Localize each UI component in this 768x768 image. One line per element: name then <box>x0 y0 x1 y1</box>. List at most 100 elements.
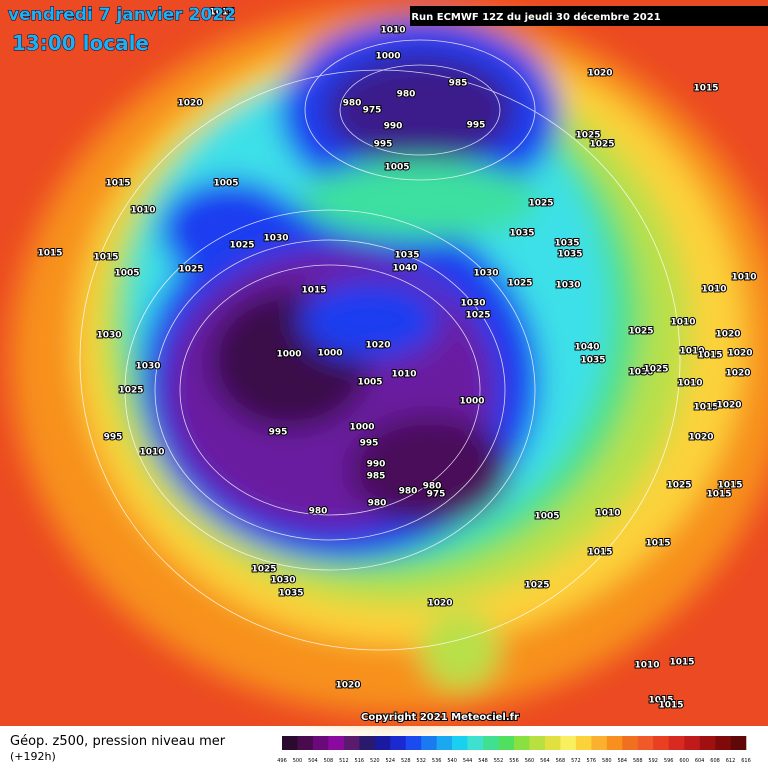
isobar-label: 995 <box>360 439 379 449</box>
isobar-label: 1010 <box>634 661 659 671</box>
isobar-label: 1025 <box>575 131 600 141</box>
colorbar-swatch <box>730 736 747 750</box>
isobar-label: 985 <box>367 472 386 482</box>
colorbar-label: 516 <box>355 758 365 764</box>
isobar-label: 1030 <box>135 362 160 372</box>
colorbar-swatch <box>715 736 731 750</box>
colorbar-label: 572 <box>571 758 581 764</box>
isobar-label: 1025 <box>528 199 553 209</box>
colorbar-swatch <box>421 736 437 750</box>
colorbar-swatch <box>498 736 515 750</box>
colorbar-label: 576 <box>587 758 597 764</box>
colorbar-label: 508 <box>324 758 334 764</box>
isobar-labels: 1015101010009859809809751020101510209959… <box>36 7 757 712</box>
isobar-label: 1025 <box>465 311 490 321</box>
isobar-label: 1020 <box>177 99 202 109</box>
isobar-label: 1020 <box>688 433 713 443</box>
colorbar-label: 564 <box>540 758 550 764</box>
colorbar-label: 532 <box>416 758 426 764</box>
isobar-label: 1025 <box>628 327 653 337</box>
isobar-label: 1005 <box>213 179 238 189</box>
isobar-label: 1025 <box>666 481 691 491</box>
isobar-label: 1015 <box>658 701 683 711</box>
isobar-label: 1000 <box>375 52 400 62</box>
colorbar-label: 548 <box>478 758 488 764</box>
isobar-label: 1030 <box>460 299 485 309</box>
isobar-label: 1025 <box>229 241 254 251</box>
colorbar-label: 540 <box>447 758 457 764</box>
isobar-label: 980 <box>368 499 387 509</box>
colorbar-label: 608 <box>710 758 720 764</box>
colorbar-swatch <box>606 736 623 750</box>
isobar-label: 1015 <box>693 84 718 94</box>
colorbar-swatch <box>622 736 639 750</box>
colorbar-swatch <box>343 736 360 750</box>
isobar-label: 995 <box>467 121 486 131</box>
isobar-label: 1010 <box>380 26 405 36</box>
colorbar-swatch <box>374 736 391 750</box>
isobar-label: 1030 <box>628 368 653 378</box>
colorbar-label: 568 <box>556 758 566 764</box>
colorbar-swatch <box>560 736 577 750</box>
colorbar-swatch <box>452 736 468 750</box>
colorbar-label: 512 <box>339 758 349 764</box>
isobar-label: 1000 <box>349 423 374 433</box>
isobar-label: 1010 <box>595 509 620 519</box>
colorbar-label: 596 <box>664 758 674 764</box>
isobar-label: 1030 <box>270 576 295 586</box>
lead-time: (+192h) <box>10 750 56 763</box>
colorbar-swatch <box>637 736 654 750</box>
isobar-label: 1000 <box>317 349 342 359</box>
isobar-label: 1025 <box>524 581 549 591</box>
isobar-label: 1025 <box>507 279 532 289</box>
isobar-label: 990 <box>384 122 403 132</box>
isobar-label: 1020 <box>716 401 741 411</box>
isobar-label: 1020 <box>427 599 452 609</box>
isobar-label: 1030 <box>473 269 498 279</box>
isobar-label: 1030 <box>263 234 288 244</box>
isobar-label: 1005 <box>114 269 139 279</box>
isobar-label: 1025 <box>251 565 276 575</box>
isobar-label: 1015 <box>717 481 742 491</box>
isobar-label: 1020 <box>725 369 750 379</box>
isobar-label: 1010 <box>130 206 155 216</box>
run-banner <box>410 6 768 26</box>
isobar-label: 1035 <box>278 589 303 599</box>
isobar-label: 995 <box>104 433 123 443</box>
isobar-label: 1015 <box>706 490 731 500</box>
colorbar-swatch <box>297 736 314 750</box>
colorbar-label: 520 <box>370 758 380 764</box>
colorbar-label: 504 <box>308 758 318 764</box>
isobar-label: 1035 <box>554 239 579 249</box>
isobar-label: 1015 <box>697 351 722 361</box>
colorbar-label: 536 <box>432 758 442 764</box>
isobar-label: 980 <box>309 507 328 517</box>
isobar-label: 1025 <box>178 265 203 275</box>
colorbar-label: 496 <box>277 758 287 764</box>
colorbar-swatch <box>684 736 700 750</box>
colorbar-label: 500 <box>293 758 303 764</box>
isobar-label: 1025 <box>118 386 143 396</box>
isobar-label: 1035 <box>394 251 419 261</box>
isobar-label: 1010 <box>679 347 704 357</box>
isobar-label: 1020 <box>587 69 612 79</box>
colorbar-label: 584 <box>617 758 627 764</box>
colorbar-swatch <box>328 736 345 750</box>
map-field <box>0 0 768 726</box>
isobar-label: 1005 <box>534 512 559 522</box>
colorbar-label: 560 <box>525 758 535 764</box>
isobar-label: 1005 <box>357 378 382 388</box>
colorbar-swatch <box>591 736 608 750</box>
isobar-label: 1005 <box>384 163 409 173</box>
isobar-label: 1020 <box>335 681 360 691</box>
isobar-label: 1040 <box>392 264 417 274</box>
isobar-label: 1015 <box>105 179 130 189</box>
colorbar-label: 556 <box>509 758 519 764</box>
colorbar-label: 528 <box>401 758 411 764</box>
isobar-label: 1015 <box>648 696 673 706</box>
isobar-label: 990 <box>367 460 386 470</box>
isobar-label: 1025 <box>643 365 668 375</box>
isobar-label: 1010 <box>670 318 695 328</box>
isobar-label: 1020 <box>365 341 390 351</box>
